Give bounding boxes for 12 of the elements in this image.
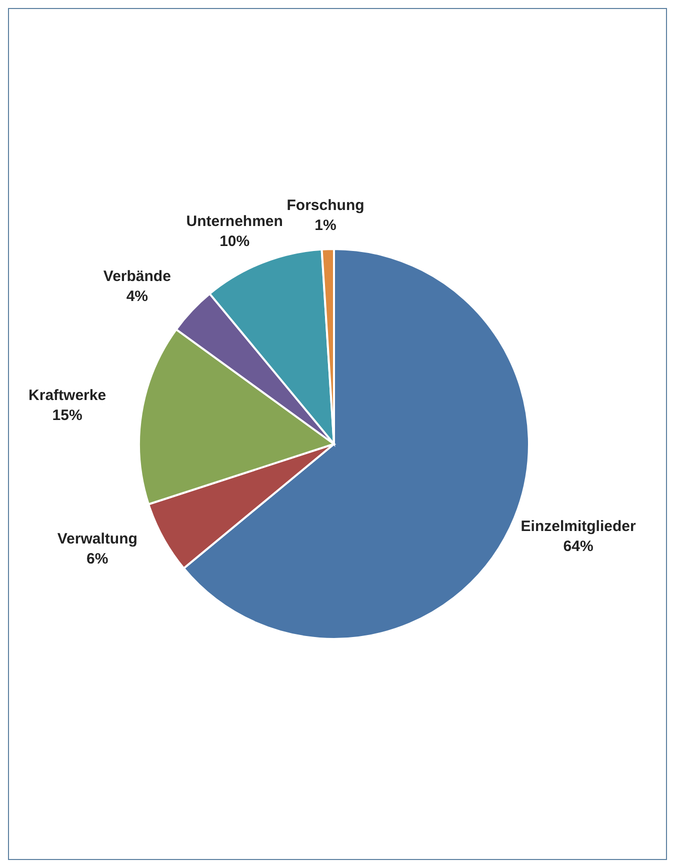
data-label: 64% (563, 538, 594, 555)
slice-label: Verwaltung (57, 530, 138, 548)
data-label: 6% (86, 550, 108, 568)
slice-label: Verbände (103, 268, 171, 285)
data-label: 1% (314, 217, 336, 234)
slice-label: Einzelmitglieder (520, 518, 636, 535)
slice-label: Kraftwerke (28, 386, 106, 404)
data-label: 10% (220, 232, 250, 250)
slice-label: Unternehmen (186, 212, 283, 230)
data-label: 15% (52, 406, 82, 424)
data-label: 4% (126, 288, 148, 305)
slice-label: Forschung (286, 197, 364, 214)
